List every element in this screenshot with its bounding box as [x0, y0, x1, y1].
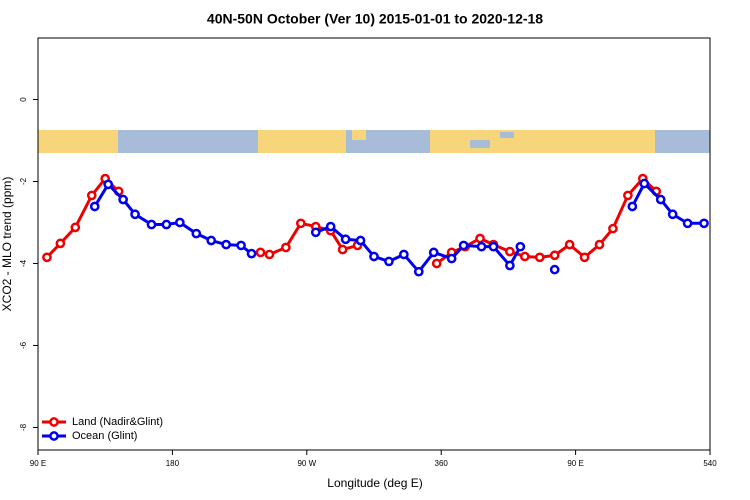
chart-title: 40N-50N October (Ver 10) 2015-01-01 to 2…	[207, 11, 543, 27]
data-point	[384, 256, 394, 267]
data-point	[549, 264, 560, 275]
data-point	[399, 249, 409, 260]
x-axis-label: Longitude (deg E)	[327, 476, 422, 490]
data-point	[534, 252, 545, 263]
data-point	[549, 250, 560, 261]
data-point	[488, 241, 499, 252]
data-point	[103, 179, 114, 190]
data-point	[623, 190, 633, 201]
data-point	[310, 227, 321, 238]
data-point	[627, 201, 638, 212]
data-point	[667, 209, 678, 220]
plot-frame	[37, 37, 711, 451]
data-point	[42, 252, 52, 263]
data-point	[264, 249, 275, 260]
data-point	[130, 209, 140, 220]
data-point	[594, 239, 605, 250]
data-point	[699, 218, 709, 229]
data-point	[146, 219, 157, 230]
data-point	[475, 233, 485, 244]
data-point	[608, 223, 618, 234]
series-line	[45, 176, 658, 265]
y-axis-label: XCO2 - MLO trend (ppm)	[0, 177, 14, 312]
data-point	[255, 247, 266, 258]
data-point	[246, 248, 257, 259]
x-tick-label: 90 W	[297, 459, 316, 468]
data-point	[515, 241, 526, 252]
data-point	[281, 242, 291, 253]
legend-label: Ocean (Glint)	[72, 430, 137, 442]
data-point	[446, 253, 457, 264]
y-tick-label: -8	[19, 423, 28, 431]
data-point	[505, 246, 515, 257]
legend-marker	[49, 417, 59, 427]
data-point	[295, 218, 306, 229]
data-point	[70, 222, 81, 233]
data-point	[221, 239, 232, 250]
data-point	[519, 251, 530, 262]
data-point	[355, 235, 366, 246]
x-tick-label: 90 E	[30, 459, 46, 468]
data-point	[428, 247, 439, 258]
x-tick-label: 360	[435, 459, 449, 468]
data-point	[340, 234, 351, 245]
data-point	[118, 194, 128, 205]
data-point	[476, 241, 487, 252]
data-point	[55, 238, 66, 249]
data-point	[413, 266, 424, 277]
data-point	[206, 235, 217, 246]
data-point	[458, 240, 469, 251]
data-point	[89, 201, 100, 212]
y-tick-label: -4	[19, 259, 28, 267]
data-point	[337, 244, 348, 255]
legend-label: Land (Nadir&Glint)	[72, 416, 163, 428]
data-point	[325, 221, 336, 232]
data-point	[579, 252, 590, 263]
x-tick-label: 180	[166, 459, 180, 468]
y-tick-label: -2	[19, 177, 28, 185]
data-point	[655, 194, 666, 205]
data-point	[191, 228, 202, 239]
data-point	[639, 178, 650, 189]
data-point	[505, 260, 515, 271]
x-tick-label: 90 E	[567, 459, 583, 468]
land-map-strip	[38, 130, 710, 153]
data-point	[564, 239, 575, 250]
y-tick-label: -6	[19, 341, 28, 349]
y-tick-label: 0	[19, 97, 28, 102]
data-point	[431, 258, 442, 269]
legend-marker	[49, 431, 59, 441]
data-point	[161, 219, 172, 230]
data-point	[175, 217, 185, 228]
x-tick-label: 540	[703, 459, 717, 468]
data-point	[682, 218, 693, 229]
data-point	[369, 251, 379, 262]
data-point	[236, 240, 246, 251]
data-point	[86, 190, 97, 201]
